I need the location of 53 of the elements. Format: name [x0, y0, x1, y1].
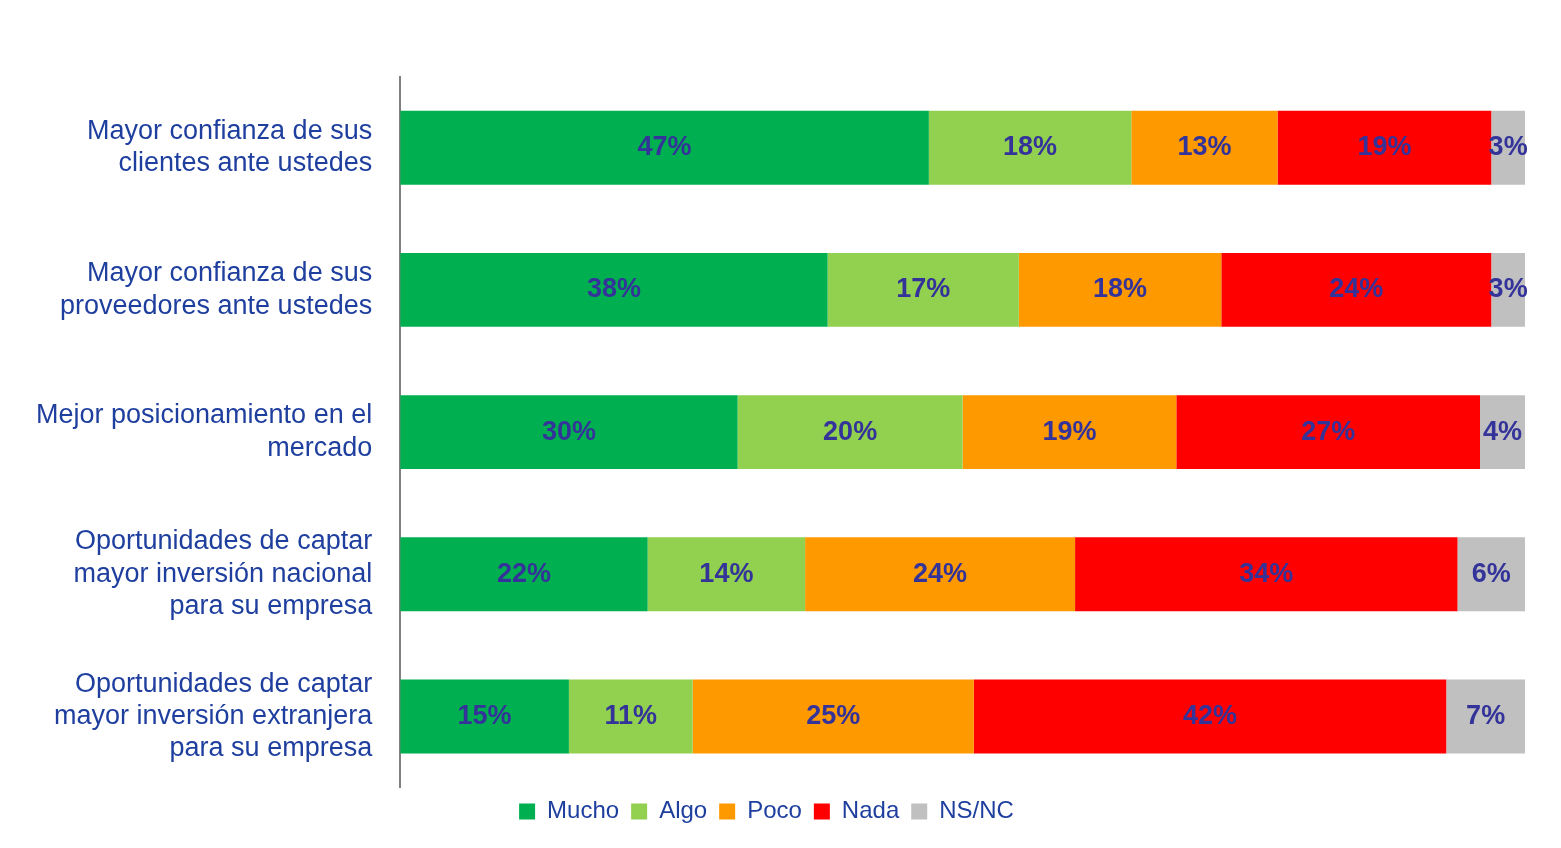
legend-label: Mucho — [547, 796, 620, 824]
data-label: 19% — [1042, 415, 1097, 446]
y-tick-label: Oportunidades de captar mayor inversión nacional para su empresa — [73, 525, 374, 621]
data-label: 18% — [1093, 273, 1148, 304]
bar — [568, 679, 693, 754]
bar — [1446, 679, 1525, 754]
data-label: 17% — [896, 273, 951, 304]
data-label: 42% — [1183, 699, 1238, 730]
bar — [737, 395, 963, 470]
data-label: 38% — [586, 273, 641, 304]
bar — [647, 537, 806, 612]
data-label: 15% — [457, 699, 512, 730]
data-label: 14% — [699, 557, 754, 588]
bar — [805, 537, 1076, 612]
bar — [400, 110, 929, 185]
bar — [1457, 537, 1525, 612]
data-label: 27% — [1301, 415, 1356, 446]
bar — [400, 537, 648, 612]
bar — [962, 395, 1177, 470]
bar — [1075, 537, 1458, 612]
data-label: 4% — [1482, 415, 1523, 446]
legend-label: Algo — [659, 796, 708, 824]
bar — [928, 110, 1132, 185]
data-label: 24% — [913, 557, 968, 588]
bar — [692, 679, 974, 754]
legend-label: Poco — [747, 796, 802, 824]
bar — [1176, 395, 1481, 470]
bar — [1131, 110, 1278, 185]
y-tick-label: Mayor confianza de sus proveedores ante ustedes — [59, 257, 373, 320]
data-label: 24% — [1329, 273, 1384, 304]
bar — [827, 252, 1019, 327]
data-label: 11% — [604, 699, 658, 730]
y-tick-label: Mayor confianza de sus clientes ante ustedes — [87, 114, 373, 178]
data-label: 19% — [1357, 131, 1412, 162]
data-label: 30% — [541, 415, 596, 446]
data-label: 6% — [1471, 557, 1511, 588]
data-label: 22% — [496, 557, 551, 588]
legend-label: NS/NC — [939, 796, 1014, 824]
data-label: 47% — [637, 131, 692, 162]
data-label: 7% — [1466, 699, 1506, 730]
legend-label: Nada — [841, 796, 900, 824]
bar — [1018, 252, 1222, 327]
data-label: 18% — [1003, 131, 1058, 162]
y-tick-label: Oportunidades de captar mayor inversión extranjera para su empresa — [54, 667, 374, 763]
bar — [973, 679, 1447, 754]
data-label: 20% — [823, 415, 878, 446]
data-label: 34% — [1239, 557, 1294, 588]
y-tick-label: Mejor posicionamiento en el mercado — [35, 399, 373, 462]
data-label: 25% — [806, 699, 861, 730]
bar — [400, 395, 738, 470]
data-label: 13% — [1177, 131, 1232, 162]
bar — [400, 679, 569, 754]
bar — [400, 252, 828, 327]
